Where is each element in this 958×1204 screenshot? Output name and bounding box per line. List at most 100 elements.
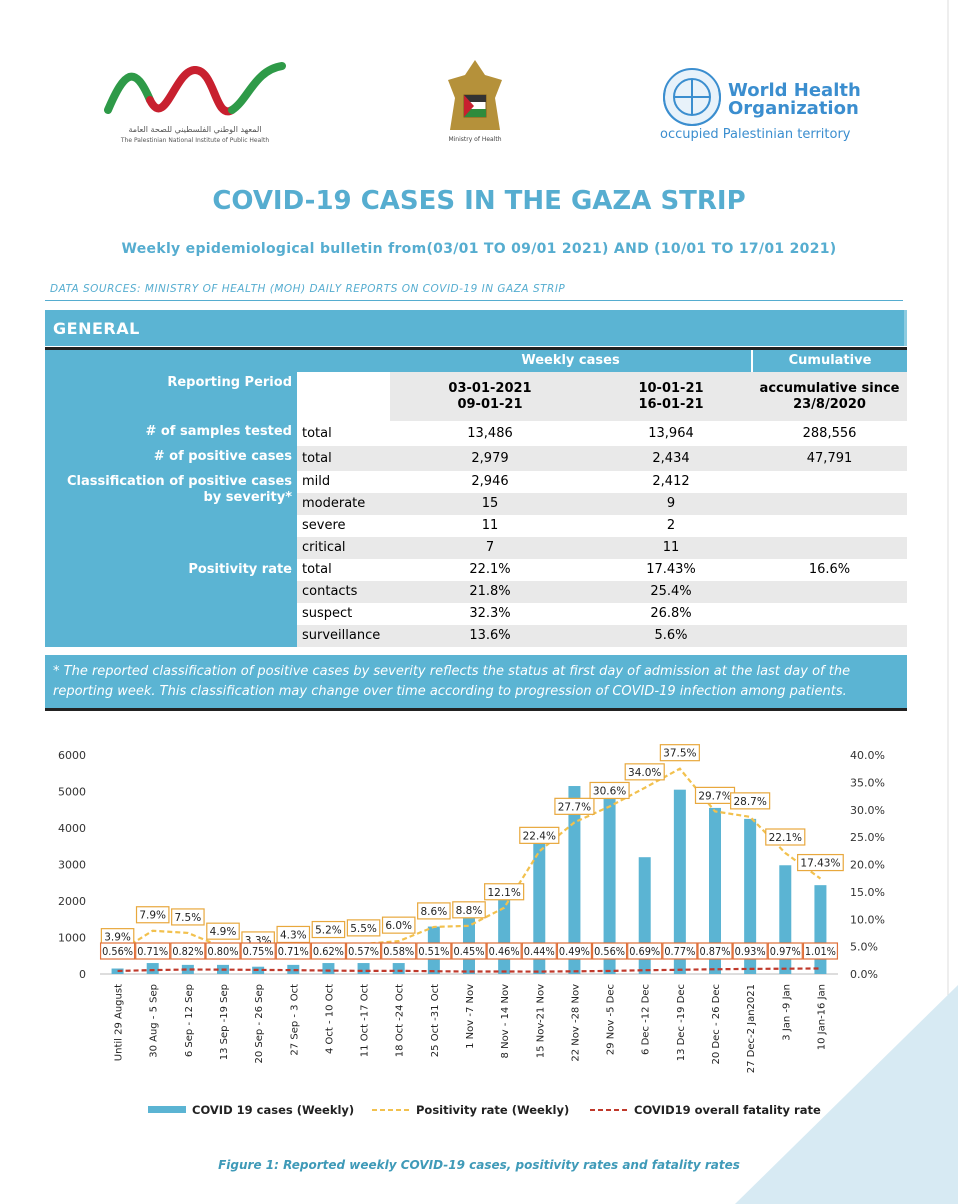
sub-label: contacts [297,581,390,603]
label-box [381,942,417,960]
bar [533,840,546,974]
data-row: # of samples tested total 13,486 13,964 288,… [45,421,907,446]
data-label-text: 0.56% [102,946,133,958]
table-cell [752,581,908,603]
bar [744,818,757,974]
data-row: suspect 32.3% 26.8% [45,603,907,625]
data-label: 0.97% [767,942,803,960]
table-cell: 13.6% [390,625,590,647]
data-label: 8.8% [452,901,486,919]
table-cell: 11 [590,537,753,559]
header-cell: Cumulative [752,348,908,372]
label-box [521,942,557,960]
period-row: Reporting Period 03-01-2021 09-01-21 10-01-… [45,372,908,421]
x-tick-label: 8 Nov - 14 Nov [500,984,511,1059]
table-cell [752,603,907,625]
table-cell: 13,486 [467,425,513,441]
data-row: surveillance 13.6% 5.6% [45,625,908,647]
data-label-text: 34.0% [628,767,661,779]
period-text: 03-01-2021 [448,380,532,396]
data-label-text: 5.5% [350,923,377,935]
table-cell: 5.6% [590,625,753,647]
data-row: moderate 15 9 [45,493,908,515]
table-cell: 13,964 [648,425,694,441]
bar [392,963,405,974]
table-cell: 11 [481,518,499,533]
footnote: * The reported classification of positiv… [45,655,907,711]
data-label: 29.7% [694,786,736,804]
table-cell: 2,979 [390,446,590,471]
x-tick-label: 20 Dec - 26 Dec [711,984,722,1064]
data-label-text: 0.45% [454,946,485,958]
data-label-text: 0.62% [313,946,344,958]
bar [357,963,370,974]
label-box [452,901,486,919]
label-box [554,797,595,815]
table-cell: 7 [390,537,590,559]
who-line2: Organization [728,98,859,119]
data-label-text: 37.5% [663,748,696,760]
y2-tick-label: 25.0% [850,831,885,844]
sub-label: severe [302,518,346,533]
row-label-text: by severity* [203,490,292,505]
chart: 0 1000 2000 3000 4000 5000 6000 0.0% 5.0% 10.0% 15… [58,744,885,1117]
x-tick-label: 3 Jan -9 Jan [781,984,792,1041]
period-text: 10-01-21 [638,380,704,396]
y-tick-label: 4000 [58,822,86,835]
data-label: 3.9% [100,928,135,946]
label-box [627,942,663,960]
niph-arabic: المعهد الوطني الفلسطيني للصحة العامة [128,125,261,134]
footnote-line: reporting week. This classification may … [53,684,847,699]
blank-cell [297,372,390,421]
label-box [311,920,346,939]
row-label-text: # of positive cases [153,449,292,464]
table-cell [752,537,908,559]
data-label-text: 0.87% [700,946,731,958]
x-tick-label: 4 Oct - 10 Oct [324,984,335,1054]
table-cell: 17.43% [646,562,696,577]
data-row: Classification of positive cases by sever… [45,471,907,559]
label-box [346,919,381,937]
data-label: 5.2% [311,920,346,939]
period-text: 16-01-21 [638,396,704,412]
row-label: Reporting Period [45,372,297,421]
data-label-text: 5.2% [315,925,342,937]
who-line3: occupied Palestinian territory [660,127,851,142]
data-label: 37.5% [659,744,700,762]
y2-tick-label: 30.0% [850,804,885,817]
data-label: 22.1% [765,828,806,846]
rule [45,300,903,301]
data-label: 12.1% [484,883,525,901]
data-label: 22.4% [519,826,560,844]
x-tick-label: 10 Jan-16 Jan [816,984,827,1050]
label-box [797,853,844,872]
data-label-text: 0.58% [383,946,414,958]
sub-label: moderate [297,493,390,515]
table: Weekly cases Cumulative Reporting Period 03… [45,347,908,647]
data-label: 0.77% [662,942,698,960]
data-label-text: 0.46% [489,946,520,958]
y-tick-label: 0 [79,968,86,981]
data-label-text: 0.49% [559,946,590,958]
bar [603,796,616,974]
table-cell: 2,946 [471,474,509,489]
table-cell: 32.3% [469,606,511,621]
data-label: 7.9% [135,906,170,924]
period-cell: 10-01-21 16-01-21 [590,372,753,421]
y2-tick-label: 35.0% [850,776,885,789]
bar [709,807,721,974]
x-tick-label: 6 Dec -12 Dec [641,984,652,1055]
table-cell: 288,556 [802,425,857,441]
x-tick-label: 25 Oct -31 Oct [430,984,441,1057]
label-box [135,906,170,924]
x-tick-label: 27 Dec-2 Jan2021 [746,984,757,1073]
data-label: 8.6% [417,902,451,920]
corner-triangle [735,985,958,1204]
y-tick-label: 2000 [58,895,86,908]
legend-label: COVID19 overall fatality rate [634,1103,821,1117]
y2-tick-label: 0.0% [850,968,878,981]
label-box [310,942,347,960]
period-text: accumulative since [759,380,900,396]
data-label-text: 22.4% [523,830,556,842]
data-label-text: 0.56% [594,946,625,958]
